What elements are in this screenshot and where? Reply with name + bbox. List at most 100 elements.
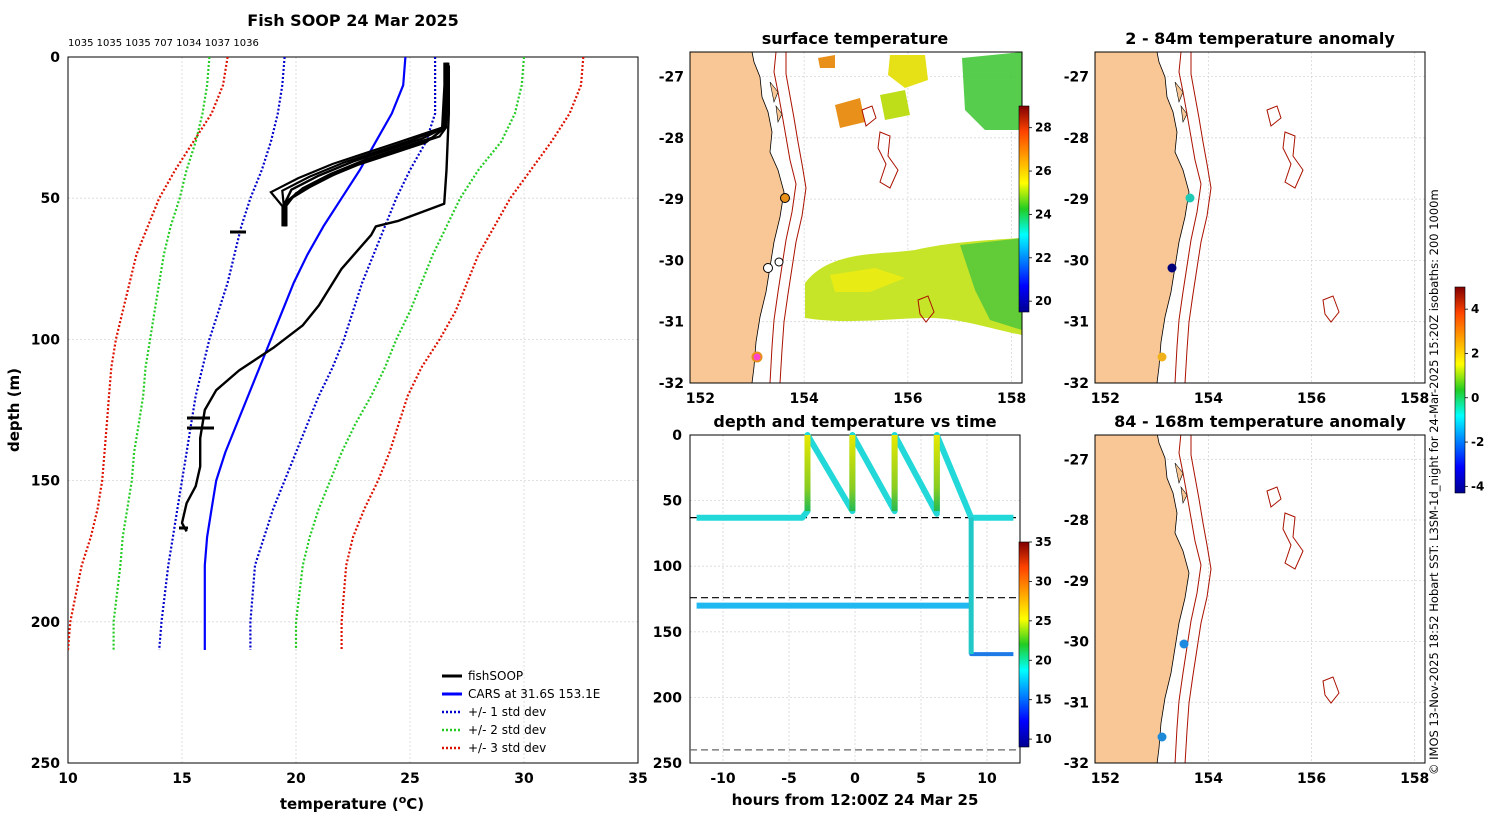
anom-colorbar-ticklabel--4: -4 (1471, 479, 1484, 493)
legend-std1-label: +/- 1 std dev (468, 705, 546, 719)
time-surfacing-3 (933, 435, 940, 512)
profile-series-6 (340, 57, 585, 650)
time-x-label: hours from 12:00Z 24 Mar 25 (732, 791, 979, 809)
time-data (690, 432, 1020, 751)
profile-panel: Fish SOOP 24 Mar 2025 1035 1035 1035 707… (5, 11, 648, 813)
legend-std3-label: +/- 3 std dev (468, 741, 546, 755)
anom-shallow-point-2 (1167, 263, 1177, 273)
profile-series-8-cast-4 (284, 62, 448, 227)
time-ytick-50: 50 (663, 494, 683, 510)
anom-shallow-isobath-1000 (1184, 52, 1212, 383)
sst-patch-south-green (960, 238, 1022, 330)
sst-map-land (690, 52, 785, 383)
anomaly-shallow-panel: 2 - 84m temperature anomaly 152 154 156 158… (1064, 29, 1485, 493)
sst-map-xtick-154: 154 (790, 391, 819, 407)
footer-credit: © IMOS 13-Nov-2025 18:52 Hobart SST: L3S… (1427, 189, 1441, 775)
profile-grid (67, 56, 639, 764)
sst-patch-mid (880, 90, 910, 120)
profile-y-ticks: 0 50 100 150 200 250 (31, 50, 60, 772)
anomaly-deep-box (1094, 434, 1426, 764)
profile-x-label-super: o (399, 793, 407, 806)
time-surfacing-2 (891, 435, 898, 512)
anomaly-deep-content (1095, 435, 1425, 763)
anom-deep-land (1095, 435, 1190, 763)
time-colorbar-ticks: 35 30 25 20 15 10 (1029, 535, 1052, 746)
sst-map-ytick--30: -30 (659, 253, 685, 269)
sst-patch-north (888, 55, 928, 88)
time-colorbar-ticklabel-25: 25 (1035, 614, 1052, 628)
profile-series-7 (180, 65, 450, 532)
profile-ytick-100: 100 (31, 332, 60, 348)
anom-deep-seamount-1 (1282, 512, 1304, 570)
time-ytick-0: 0 (672, 428, 682, 444)
anomaly-shallow-coast (1095, 52, 1340, 383)
legend-std2-label: +/- 2 std dev (468, 723, 546, 737)
anom-shallow-seamount-2 (1322, 295, 1340, 323)
sst-colorbar-ticklabel-26: 26 (1035, 164, 1052, 178)
anomaly-deep-title: 84 - 168m temperature anomaly (1114, 412, 1406, 431)
sst-marker-1 (780, 193, 790, 203)
anomaly-shallow-title: 2 - 84m temperature anomaly (1125, 29, 1395, 48)
profile-xtick-15: 15 (172, 771, 191, 787)
profile-title: Fish SOOP 24 Mar 2025 (247, 11, 458, 30)
profile-series-0 (203, 57, 407, 650)
profile-axes-box (67, 56, 639, 764)
anom-shallow-seamount-1 (1282, 131, 1304, 189)
sst-map-coast (690, 52, 935, 383)
sst-map-xtick-158: 158 (997, 391, 1026, 407)
anom-colorbar-ticklabel--2: -2 (1471, 435, 1484, 449)
anom-shallow-xtick-156: 156 (1297, 391, 1326, 407)
profile-lines (68, 57, 585, 651)
profile-series-8-cast-2 (269, 62, 446, 227)
time-ytick-200: 200 (653, 690, 682, 706)
anom-shallow-land (1095, 52, 1190, 383)
sst-map-ticks: 152 154 156 158 -27 -28 -29 -30 -31 -32 (659, 70, 1027, 407)
anom-deep-xtick-152: 152 (1091, 771, 1120, 787)
sst-marker-3 (774, 257, 784, 267)
anom-deep-islands (1174, 462, 1188, 505)
sst-map-seamount-0 (861, 105, 877, 127)
sst-patch-orange-2 (818, 55, 835, 68)
anomaly-shallow-ticks: 152 154 156 158 -27 -28 -29 -30 -31 -32 (1064, 70, 1430, 407)
profile-x-label: temperature (oC) (280, 793, 424, 813)
anom-deep-ytick--30: -30 (1064, 635, 1090, 651)
time-colorbar-ticklabel-35: 35 (1035, 535, 1052, 549)
time-colorbar-ticklabel-15: 15 (1035, 693, 1052, 707)
sst-colorbar-ticklabel-28: 28 (1035, 121, 1052, 135)
profile-series-3 (112, 57, 211, 650)
profile-series-8-cast-0 (281, 62, 447, 227)
sst-map-ytick--31: -31 (659, 315, 684, 331)
time-ytick-100: 100 (653, 559, 682, 575)
sst-map-ytick--28: -28 (659, 131, 684, 147)
anom-colorbar-ticklabel-0: 0 (1471, 391, 1479, 405)
anom-deep-ytick--31: -31 (1064, 695, 1089, 711)
profile-ytick-150: 150 (31, 474, 60, 490)
anom-colorbar-ticklabel-2: 2 (1471, 346, 1479, 360)
sst-map-title: surface temperature (762, 29, 949, 48)
time-colorbar-ticklabel-10: 10 (1035, 732, 1052, 746)
profile-series-5 (68, 57, 229, 651)
profile-xtick-30: 30 (514, 771, 534, 787)
anom-deep-ytick--32: -32 (1064, 756, 1089, 772)
profile-series-1 (158, 57, 286, 651)
time-colorbar (1018, 541, 1030, 748)
time-series-shallow (696, 432, 1014, 521)
sst-map-ytick--32: -32 (659, 376, 684, 392)
profile-legend: fishSOOP CARS at 31.6S 153.1E +/- 1 std … (442, 669, 600, 755)
time-xtick-10: 10 (977, 771, 997, 787)
sst-map-xtick-156: 156 (893, 391, 922, 407)
profile-x-label-end: C) (406, 795, 424, 813)
sst-marker-current (751, 351, 763, 363)
profile-x-label-text: temperature ( (280, 795, 399, 813)
anom-shallow-ytick--27: -27 (1064, 70, 1089, 86)
time-series-deep (969, 517, 1014, 657)
profile-x-ticks: 10 15 20 25 30 35 (58, 771, 647, 787)
sst-colorbar-ticklabel-22: 22 (1035, 251, 1052, 265)
anom-shallow-ytick--28: -28 (1064, 131, 1089, 147)
anomaly-deep-panel: 84 - 168m temperature anomaly 152 154 156 1… (1064, 412, 1430, 787)
anom-shallow-ytick--30: -30 (1064, 253, 1090, 269)
anom-shallow-seamount-0 (1266, 105, 1282, 127)
time-xtick--10: -10 (710, 771, 736, 787)
